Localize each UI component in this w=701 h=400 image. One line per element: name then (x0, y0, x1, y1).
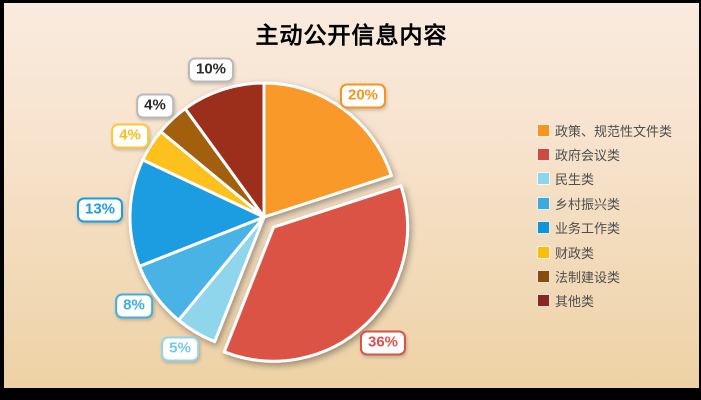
legend-item-0: 政策、规范性文件类 (537, 118, 672, 142)
legend-item-6: 法制建设类 (537, 264, 672, 288)
chart-canvas: 主动公开信息内容 20% 36% 5% 8% 13% 4% 4% 10% 政策、规范性文件类政… (4, 3, 699, 388)
legend-label: 业务工作类 (555, 221, 621, 237)
pie-slice-0 (262, 81, 393, 219)
legend-item-2: 民生类 (537, 167, 672, 191)
legend-label: 法制建设类 (555, 270, 621, 286)
legend-item-1: 政府会议类 (537, 142, 672, 166)
legend-swatch-icon (537, 245, 550, 259)
percent-label-0: 20% (339, 83, 387, 109)
pie-slice-1 (222, 184, 409, 363)
percent-label-3: 8% (115, 293, 153, 319)
legend-label: 财政类 (555, 245, 595, 261)
pie-chart (128, 81, 409, 363)
chart-title: 主动公开信息内容 (255, 22, 448, 48)
pie-slice-7 (183, 81, 266, 219)
percent-label-7: 10% (187, 57, 235, 83)
legend-item-3: 乡村振兴类 (537, 191, 672, 215)
legend: 政策、规范性文件类 政府会议类民生类乡村振兴类业务工作类财政类法制建设类其他类 (537, 118, 672, 313)
legend-label: 乡村振兴类 (555, 196, 621, 212)
legend-label: 民生类 (555, 172, 595, 188)
legend-item-4: 业务工作类 (537, 216, 672, 240)
percent-label-1: 36% (359, 330, 407, 356)
pie-slices (128, 81, 409, 363)
legend-label: 其他类 (555, 294, 595, 310)
percent-label-2: 5% (161, 336, 199, 362)
legend-swatch-icon (537, 294, 550, 308)
pie-slice-4 (128, 158, 266, 268)
legend-item-7: 其他类 (537, 289, 672, 313)
legend-item-5: 财政类 (537, 240, 672, 264)
percent-label-6: 4% (136, 93, 174, 119)
legend-swatch-icon (537, 270, 550, 284)
legend-swatch-icon (537, 221, 550, 235)
legend-swatch-icon (537, 123, 550, 137)
legend-label: 政策、规范性文件类 (555, 123, 673, 139)
percent-label-5: 4% (111, 123, 149, 149)
legend-label: 政府会议类 (555, 148, 621, 164)
percent-label-4: 13% (76, 197, 124, 223)
legend-swatch-icon (537, 172, 550, 186)
legend-swatch-icon (537, 196, 550, 210)
legend-swatch-icon (537, 148, 550, 162)
